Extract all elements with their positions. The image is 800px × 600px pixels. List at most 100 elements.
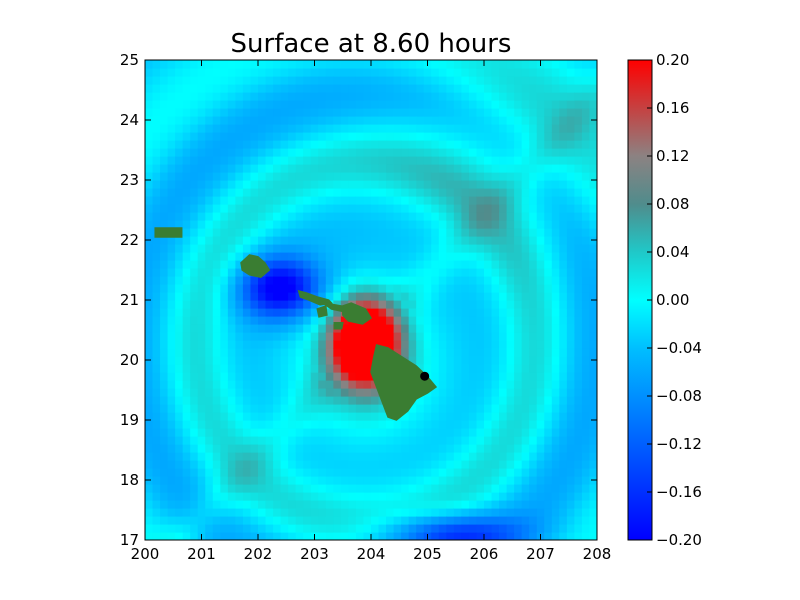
heatmap-cell xyxy=(423,260,432,269)
heatmap-cell xyxy=(499,164,508,173)
heatmap-cell xyxy=(205,348,214,357)
heatmap-cell xyxy=(446,348,455,357)
heatmap-cell xyxy=(401,140,410,149)
heatmap-cell xyxy=(514,516,523,525)
heatmap-cell xyxy=(167,372,176,381)
heatmap-cell xyxy=(484,156,493,165)
heatmap-cell xyxy=(303,180,312,189)
heatmap-cell xyxy=(536,500,545,509)
heatmap-cell xyxy=(242,188,252,197)
heatmap-cell xyxy=(242,460,252,469)
heatmap-cell xyxy=(378,324,387,333)
heatmap-cell xyxy=(423,100,432,109)
heatmap-cell xyxy=(325,172,334,181)
heatmap-cell xyxy=(303,260,312,269)
heatmap-cell xyxy=(453,308,462,317)
heatmap-cell xyxy=(559,524,568,533)
heatmap-cell xyxy=(265,316,274,325)
heatmap-cell xyxy=(551,68,560,77)
heatmap-cell xyxy=(355,436,365,445)
heatmap-cell xyxy=(355,484,365,493)
heatmap-cell xyxy=(160,204,169,213)
heatmap-cell xyxy=(559,420,568,429)
heatmap-cell xyxy=(529,276,538,285)
heatmap-cell xyxy=(310,372,319,381)
heatmap-cell xyxy=(574,340,583,349)
heatmap-cell xyxy=(318,484,327,493)
heatmap-cell xyxy=(491,212,500,221)
heatmap-cell xyxy=(205,268,214,277)
heatmap-cell xyxy=(212,76,221,85)
heatmap-cell xyxy=(152,148,161,157)
heatmap-cell xyxy=(227,252,236,261)
heatmap-cell xyxy=(145,484,154,493)
heatmap-cell xyxy=(280,292,289,301)
heatmap-cell xyxy=(212,244,221,253)
heatmap-cell xyxy=(227,492,236,501)
heatmap-cell xyxy=(145,316,154,325)
heatmap-cell xyxy=(393,460,402,469)
heatmap-cell xyxy=(227,332,236,341)
heatmap-cell xyxy=(544,412,553,421)
heatmap-cell xyxy=(273,316,282,325)
heatmap-cell xyxy=(529,484,538,493)
heatmap-cell xyxy=(536,476,545,485)
heatmap-cell xyxy=(544,172,553,181)
heatmap-cell xyxy=(529,452,538,461)
heatmap-cell xyxy=(529,372,538,381)
land-hawaii xyxy=(370,344,438,421)
heatmap-cell xyxy=(371,92,380,101)
heatmap-cell xyxy=(386,460,395,469)
heatmap-cell xyxy=(484,220,493,229)
heatmap-cell xyxy=(167,180,176,189)
heatmap-cell xyxy=(536,396,545,405)
heatmap-cell xyxy=(220,444,229,453)
heatmap-cell xyxy=(145,100,154,109)
heatmap-cell xyxy=(280,60,289,69)
heatmap-cell xyxy=(250,372,259,381)
heatmap-cell xyxy=(544,436,553,445)
colorbar-tick-label: −0.12 xyxy=(656,435,702,453)
heatmap-cell xyxy=(355,292,365,301)
heatmap-cell xyxy=(423,396,432,405)
heatmap-cell xyxy=(325,108,334,117)
heatmap-cell xyxy=(506,428,515,437)
heatmap-cell xyxy=(220,452,229,461)
heatmap-cell xyxy=(250,172,259,181)
heatmap-cell xyxy=(160,364,169,373)
heatmap-cell xyxy=(160,380,169,389)
heatmap-cell xyxy=(484,76,493,85)
heatmap-cell xyxy=(303,220,312,229)
heatmap-cell xyxy=(499,532,508,540)
heatmap-cell xyxy=(175,268,184,277)
heatmap-cell xyxy=(167,468,176,477)
heatmap-cell xyxy=(499,180,508,189)
heatmap-cell xyxy=(461,60,470,69)
heatmap-cell xyxy=(182,524,191,533)
heatmap-cell xyxy=(325,508,334,517)
heatmap-cell xyxy=(453,156,462,165)
heatmap-cell xyxy=(205,116,214,125)
heatmap-cell xyxy=(152,332,161,341)
heatmap-cell xyxy=(559,164,568,173)
heatmap-cell xyxy=(581,492,591,501)
heatmap-cell xyxy=(559,436,568,445)
heatmap-cell xyxy=(446,452,455,461)
heatmap-cell xyxy=(227,380,236,389)
heatmap-cell xyxy=(333,300,342,309)
heatmap-cell xyxy=(348,172,357,181)
heatmap-cell xyxy=(476,340,485,349)
heatmap-cell xyxy=(273,180,282,189)
heatmap-cell xyxy=(371,60,380,69)
heatmap-cell xyxy=(258,388,267,397)
heatmap-cell xyxy=(536,468,545,477)
heatmap-cell xyxy=(574,428,583,437)
heatmap-cell xyxy=(273,108,282,117)
heatmap-cell xyxy=(378,524,387,533)
heatmap-cell xyxy=(484,436,493,445)
heatmap-cell xyxy=(499,268,508,277)
heatmap-cell xyxy=(273,124,282,133)
heatmap-cell xyxy=(393,428,402,437)
heatmap-cell xyxy=(340,428,349,437)
heatmap-cell xyxy=(529,380,538,389)
